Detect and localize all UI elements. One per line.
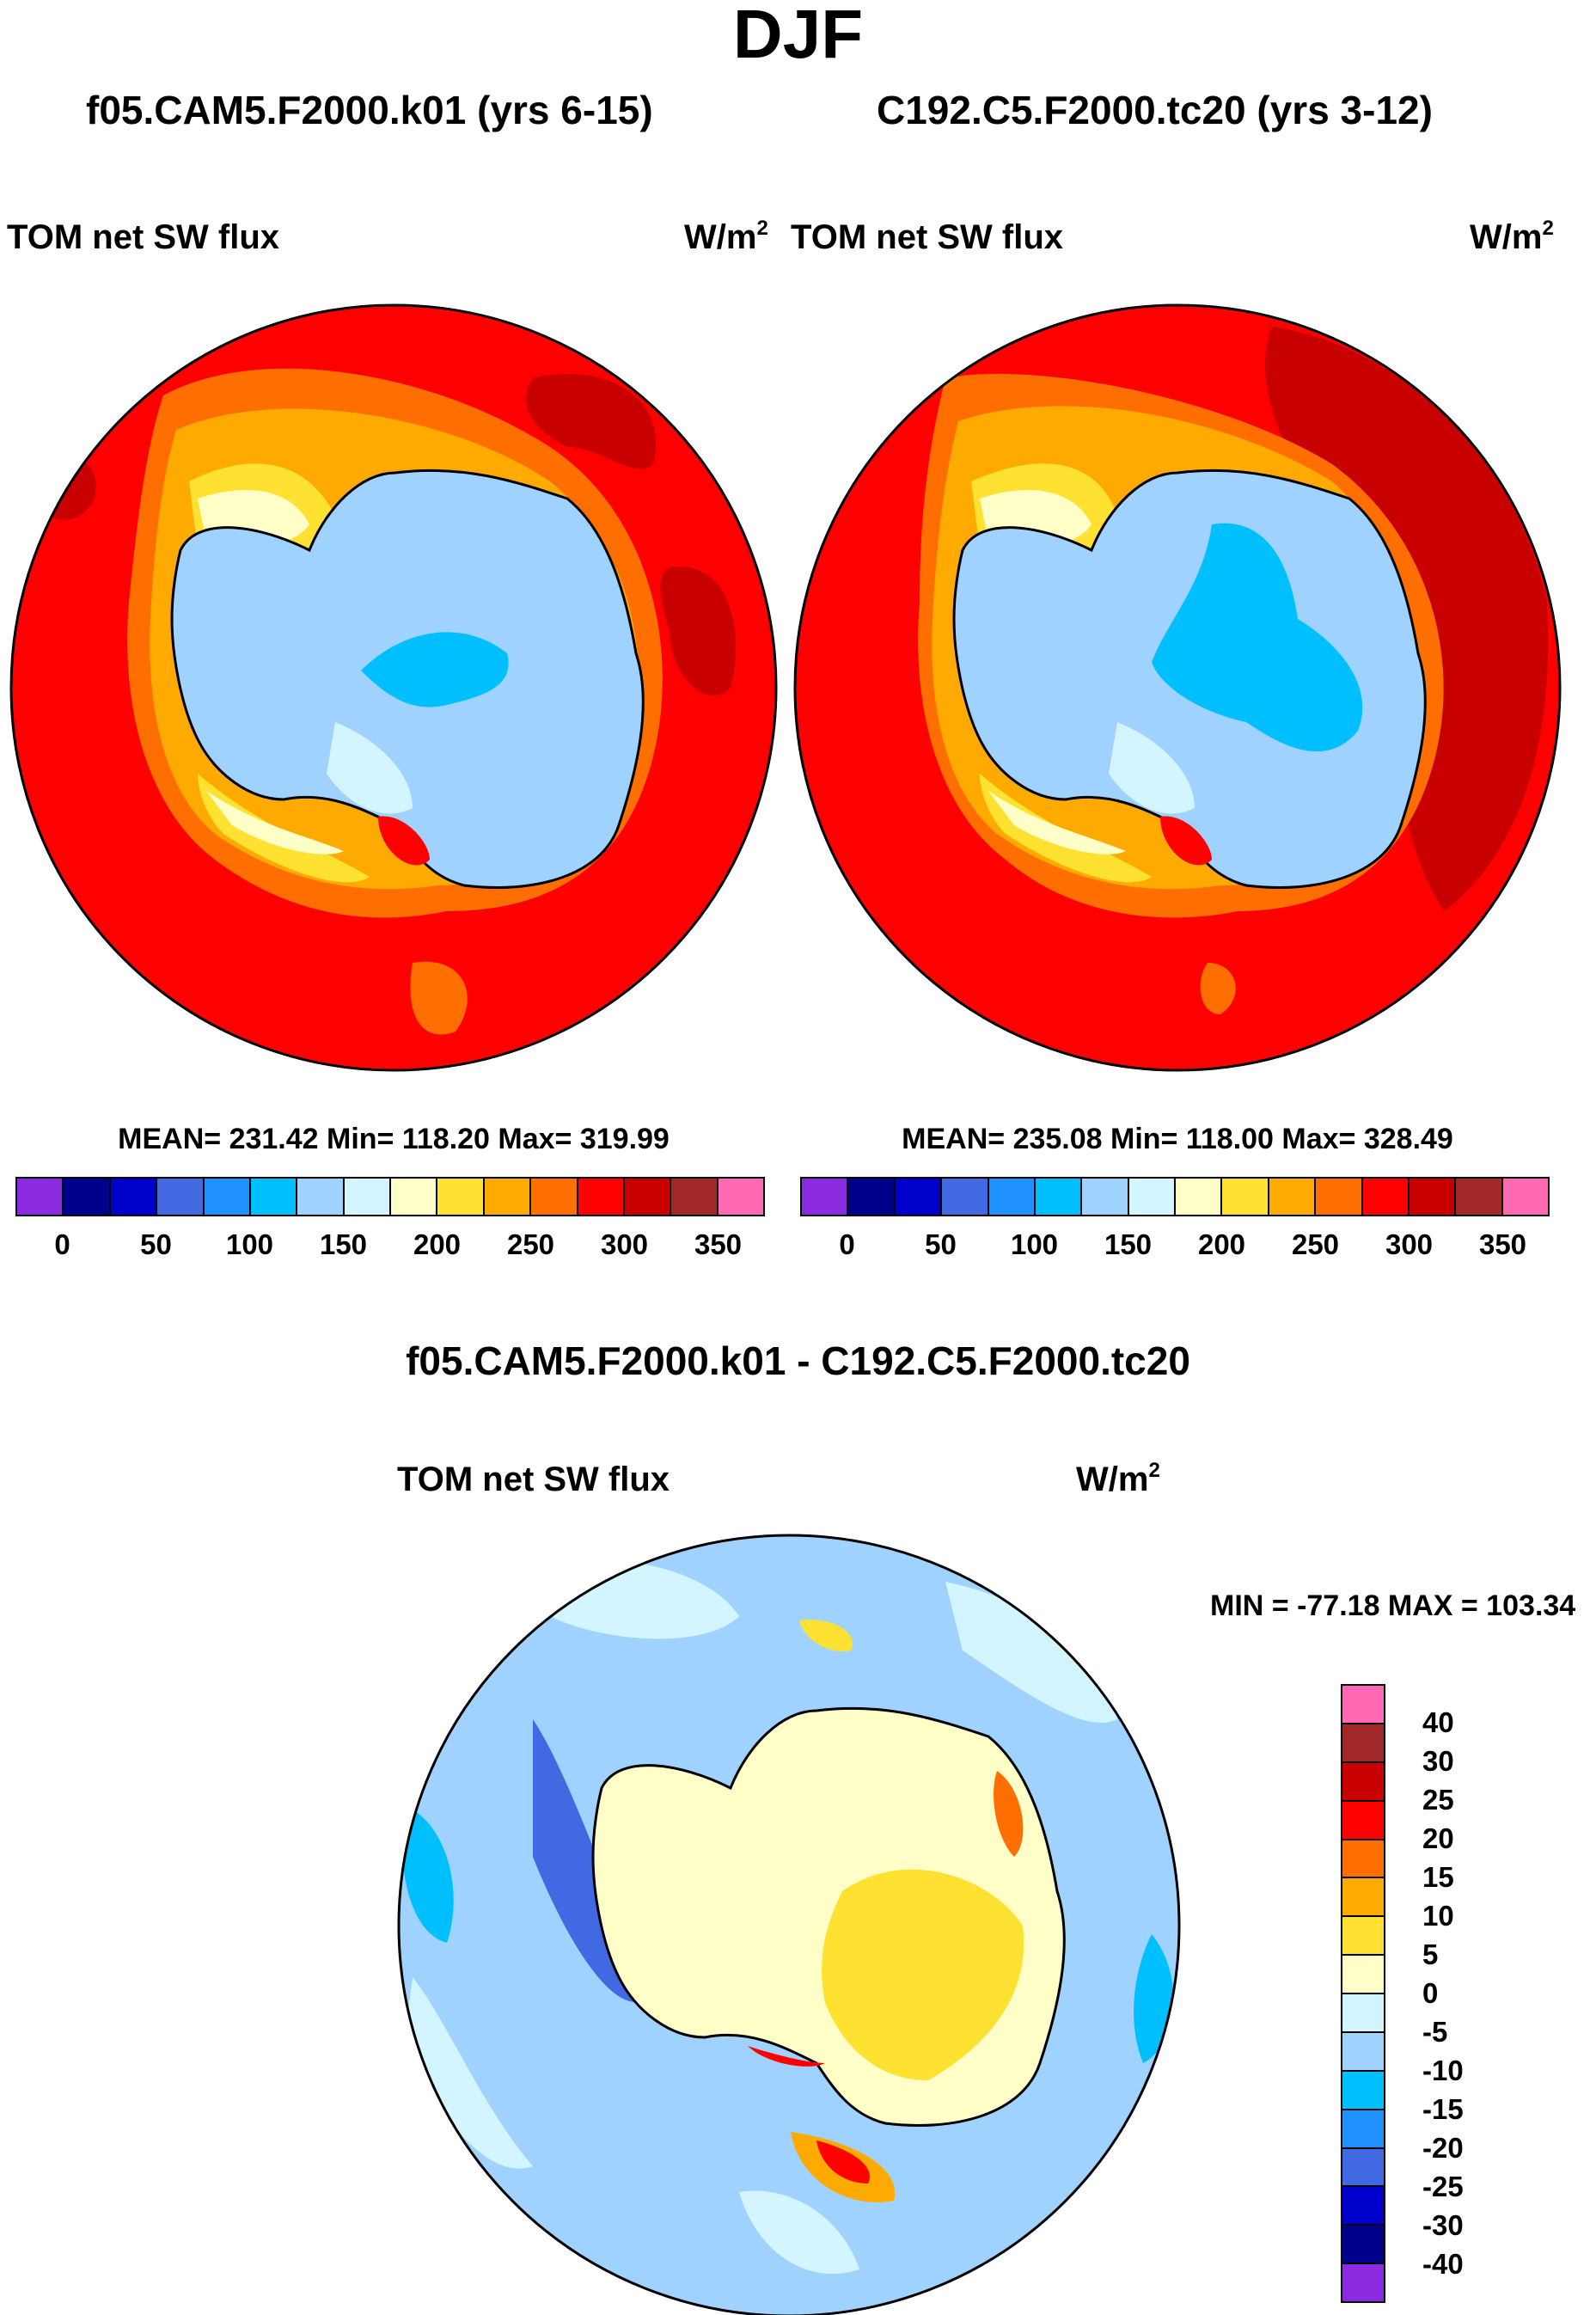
- panel1-colorbar-swatch: [718, 1179, 763, 1215]
- diff-colorbar-swatch: [1342, 2110, 1384, 2149]
- panel1-colorbar-tick-label: 150: [319, 1228, 368, 1260]
- diff-colorbar-swatch: [1342, 2032, 1384, 2072]
- panel2-colorbar-swatch: [1456, 1179, 1503, 1215]
- diff-colorbar-swatch: [1342, 1686, 1384, 1724]
- panel1-colorbar-swatch: [204, 1179, 251, 1215]
- panel2-colorbar-swatch: [1502, 1179, 1548, 1215]
- diff-minmax: MIN = -77.18 MAX = 103.34: [1210, 1589, 1576, 1622]
- diff-colorbar-swatch: [1342, 2264, 1384, 2301]
- panel2-colorbar-tick-label: 350: [1478, 1228, 1527, 1260]
- diff-colorbar-tick-label: -10: [1422, 2055, 1464, 2086]
- diff-variable-label: TOM net SW flux: [397, 1461, 670, 1498]
- panel2-colorbar-swatch: [1128, 1179, 1176, 1215]
- panel2-colorbar-swatch: [1082, 1179, 1129, 1215]
- panel2-colorbar-tick-label: 0: [839, 1228, 855, 1260]
- panel1-colorbar: [15, 1177, 765, 1216]
- panel2-stats: MEAN= 235.08 Min= 118.00 Max= 328.49: [902, 1123, 1453, 1155]
- panel2-colorbar-tick-label: 150: [1104, 1228, 1153, 1260]
- diff-colorbar-tick-label: -40: [1422, 2248, 1464, 2280]
- diff-units-label: W/m2: [1076, 1459, 1160, 1499]
- diff-colorbar-swatch: [1342, 1801, 1384, 1840]
- panel2-colorbar-swatch: [1222, 1179, 1269, 1215]
- diff-colorbar-swatch: [1342, 2187, 1384, 2226]
- panel1-colorbar-swatch: [17, 1179, 64, 1215]
- panel2-colorbar-swatch: [848, 1179, 896, 1215]
- panel1-colorbar-swatch: [437, 1179, 485, 1215]
- panel2-units-label: W/m2: [1470, 217, 1554, 257]
- panel1-colorbar-tick-label: 100: [225, 1228, 274, 1260]
- panel2-variable-label: TOM net SW flux: [791, 218, 1064, 256]
- diff-colorbar-swatch: [1342, 1762, 1384, 1802]
- panel2-colorbar-swatch: [942, 1179, 989, 1215]
- panel2-case-title: C192.C5.F2000.tc20 (yrs 3-12): [877, 88, 1433, 132]
- panel2-colorbar-swatch: [1362, 1179, 1409, 1215]
- diff-colorbar-tick-label: -5: [1422, 2016, 1448, 2048]
- panel1-colorbar-swatch: [250, 1179, 298, 1215]
- diff-colorbar-tick-label: 20: [1422, 1822, 1454, 1854]
- diff-colorbar-swatch: [1342, 1724, 1384, 1763]
- panel2-colorbar-swatch: [1269, 1179, 1317, 1215]
- diff-colorbar-swatch: [1342, 1994, 1384, 2033]
- panel2-colorbar-swatch: [1316, 1179, 1363, 1215]
- diff-colorbar-tick-label: 5: [1422, 1938, 1439, 1970]
- panel2-colorbar-swatch: [802, 1179, 849, 1215]
- panel2-colorbar-tick-label: 100: [1010, 1228, 1059, 1260]
- diff-colorbar-tick-label: 25: [1422, 1784, 1454, 1816]
- panel2-colorbar: [800, 1177, 1550, 1216]
- panel1-colorbar-tick-label: 0: [54, 1228, 70, 1260]
- panel1-colorbar-tick-label: 300: [600, 1228, 649, 1260]
- panel1-colorbar-swatch: [671, 1179, 719, 1215]
- panel2-colorbar-swatch: [1035, 1179, 1083, 1215]
- panel1-colorbar-swatch: [531, 1179, 578, 1215]
- diff-colorbar-swatch: [1342, 1956, 1384, 1994]
- panel1-colorbar-swatch: [391, 1179, 438, 1215]
- diff-colorbar-swatch: [1342, 1917, 1384, 1957]
- panel1-case-title: f05.CAM5.F2000.k01 (yrs 6-15): [86, 88, 653, 132]
- panel1-colorbar-tick-label: 350: [694, 1228, 743, 1260]
- diff-colorbar-tick-label: -30: [1422, 2209, 1464, 2241]
- panel1-colorbar-tick-label: 250: [506, 1228, 555, 1260]
- panel2-colorbar-swatch: [988, 1179, 1036, 1215]
- diff-colorbar: [1341, 1684, 1385, 2303]
- diff-colorbar-tick-label: -15: [1422, 2093, 1464, 2125]
- panel1-colorbar-swatch: [297, 1179, 345, 1215]
- diff-colorbar-swatch: [1342, 2226, 1384, 2265]
- panel1-units-label: W/m2: [684, 217, 768, 257]
- diff-colorbar-tick-label: 30: [1422, 1745, 1454, 1777]
- diff-colorbar-tick-label: 40: [1422, 1706, 1454, 1738]
- diff-colorbar-swatch: [1342, 2071, 1384, 2110]
- panel1-stats: MEAN= 231.42 Min= 118.20 Max= 319.99: [118, 1123, 670, 1155]
- panel2-colorbar-tick-label: 200: [1197, 1228, 1246, 1260]
- panel2-colorbar-swatch: [895, 1179, 943, 1215]
- panel2-colorbar-tick-label: 300: [1385, 1228, 1434, 1260]
- panel1-colorbar-swatch: [64, 1179, 111, 1215]
- panel2-colorbar-tick-label: 50: [925, 1228, 957, 1260]
- figure-title: DJF: [732, 0, 864, 72]
- diff-colorbar-tick-label: -25: [1422, 2171, 1464, 2202]
- diff-colorbar-swatch: [1342, 1840, 1384, 1879]
- diff-colorbar-tick-label: 0: [1422, 1977, 1439, 2009]
- diff-colorbar-swatch: [1342, 1878, 1384, 1918]
- panel1-colorbar-swatch: [157, 1179, 205, 1215]
- diff-colorbar-swatch: [1342, 2148, 1384, 2188]
- diff-colorbar-tick-label: -20: [1422, 2132, 1464, 2164]
- panel1-colorbar-swatch: [344, 1179, 391, 1215]
- panel2-colorbar-tick-label: 250: [1291, 1228, 1340, 1260]
- panel2-colorbar-swatch: [1409, 1179, 1457, 1215]
- panel1-colorbar-swatch: [110, 1179, 158, 1215]
- panel2-colorbar-swatch: [1176, 1179, 1223, 1215]
- panel1-colorbar-swatch: [578, 1179, 625, 1215]
- panel1-colorbar-tick-label: 200: [413, 1228, 462, 1260]
- panel1-colorbar-swatch: [484, 1179, 532, 1215]
- diff-colorbar-tick-label: 15: [1422, 1861, 1454, 1893]
- panel1-variable-label: TOM net SW flux: [7, 218, 280, 256]
- panel1-colorbar-swatch: [624, 1179, 672, 1215]
- diff-colorbar-tick-label: 10: [1422, 1900, 1454, 1932]
- diff-title: f05.CAM5.F2000.k01 - C192.C5.F2000.tc20: [406, 1338, 1190, 1383]
- panel1-colorbar-tick-label: 50: [140, 1228, 172, 1260]
